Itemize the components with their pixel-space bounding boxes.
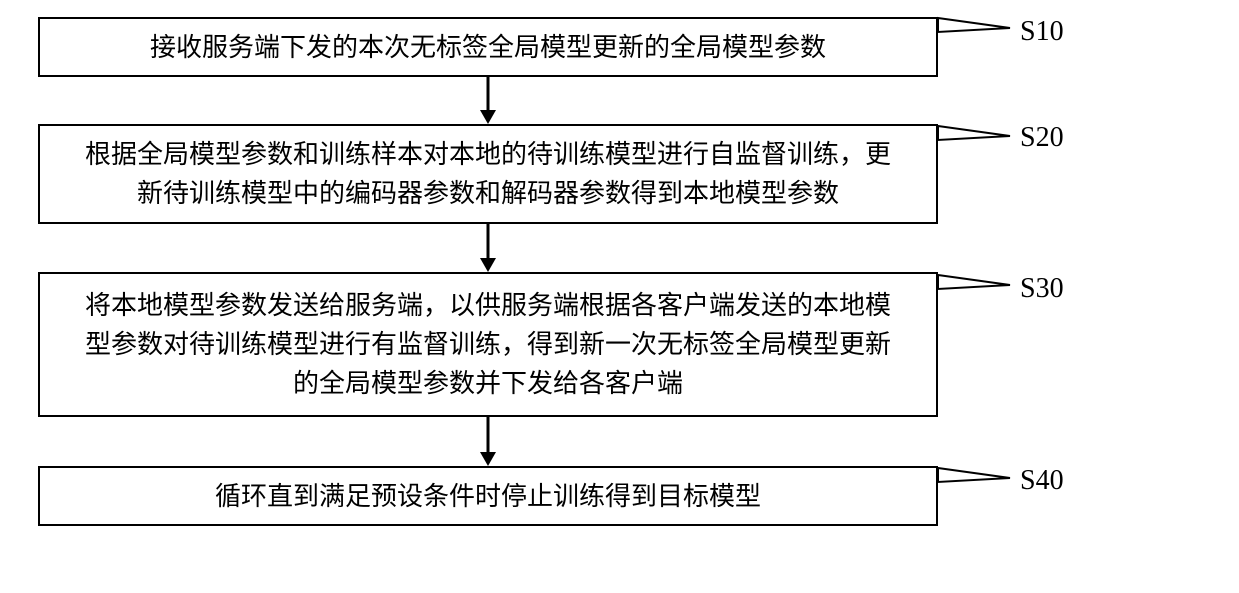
flowchart-canvas: 接收服务端下发的本次无标签全局模型更新的全局模型参数 S10 根据全局模型参数和…	[0, 0, 1239, 593]
step-s40-label: S40	[1020, 465, 1064, 497]
step-s40-leader	[0, 0, 1239, 593]
